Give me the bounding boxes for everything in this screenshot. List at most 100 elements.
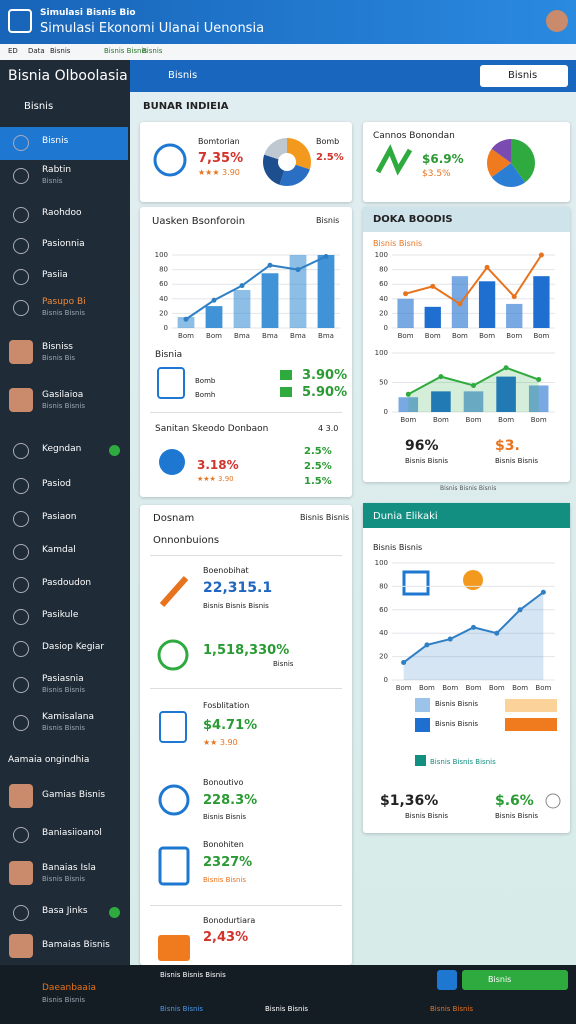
nav-item[interactable]: Pasionnia: [42, 239, 85, 249]
x-tick-label: Bom: [396, 684, 412, 692]
label: Bomtorian: [198, 137, 240, 146]
label: Bisnis: [50, 47, 71, 55]
bottom-icon[interactable]: [437, 970, 457, 990]
nav-item[interactable]: Pasupo Bi: [42, 297, 86, 307]
nav-item[interactable]: Kamdal: [42, 545, 76, 555]
label: $6.9%: [422, 152, 464, 166]
y-tick-label: 100: [155, 251, 168, 259]
x-tick-label: Bom: [433, 416, 449, 424]
divider: [150, 688, 342, 689]
label: Bisnis Bisnis: [435, 700, 479, 708]
nav-item: Daeanbaaia: [42, 983, 96, 993]
nav-item[interactable]: Pasiia: [42, 270, 68, 280]
label: Bisnia: [155, 350, 183, 360]
label: Bomb: [195, 377, 216, 385]
label: Bisnis Bisnis Bisnis: [160, 971, 226, 979]
y-tick-label: 100: [375, 349, 388, 357]
app-logo: [8, 9, 32, 33]
label: $1,36%: [380, 793, 439, 809]
nav-item[interactable]: Basa Jinks: [42, 906, 88, 916]
point: [511, 294, 517, 300]
label: Bisnis: [168, 70, 198, 81]
label: Simulasi Bisnis Bio: [40, 8, 136, 18]
nav-icon: [13, 511, 29, 527]
bar: [261, 273, 279, 328]
bar: [398, 397, 419, 412]
label: Bisnis Bisnis: [405, 812, 449, 820]
nav-item[interactable]: Dasiop Kegiar: [42, 642, 105, 652]
bar: [205, 306, 223, 328]
nav-item[interactable]: Gasilaioa: [42, 390, 84, 400]
label: Bonohiten: [203, 840, 244, 849]
bar: [463, 391, 484, 412]
label: 4 3.0: [318, 424, 339, 433]
label: Bisnis Bisnis: [495, 457, 539, 465]
chart: 0 20 40 60 80 100 Bom Bom Bma Bma Bma Bma: [155, 251, 340, 340]
nav-icon: [13, 168, 29, 184]
y-tick-label: 40: [379, 629, 388, 637]
y-tick-label: 80: [379, 582, 388, 590]
x-tick-label: Bom: [489, 684, 505, 692]
label: Uasken Bsonforoin: [152, 216, 246, 227]
y-tick-label: 0: [384, 676, 388, 684]
label: ★★★ 3.90: [197, 475, 234, 483]
nav-item[interactable]: Raohdoo: [42, 208, 82, 218]
x-tick-label: Bom: [398, 332, 414, 340]
x-tick-label: Bom: [498, 416, 514, 424]
x-tick-label: Bom: [479, 332, 495, 340]
point: [484, 264, 490, 270]
chart: 0 50 100 Bom Bom Bom Bom Bom: [375, 349, 555, 424]
label: Bisnis Bisnis: [160, 1005, 204, 1013]
nav-item[interactable]: Kamisalana: [42, 712, 94, 722]
avatar[interactable]: [546, 10, 568, 32]
nav-item[interactable]: Kegndan: [42, 444, 82, 454]
nav-item[interactable]: Pasiaon: [42, 512, 77, 522]
pie-slice: [491, 139, 511, 163]
nav-item[interactable]: Rabtin: [42, 165, 72, 175]
label: 96%: [405, 438, 439, 454]
nav-item[interactable]: Bisniss: [42, 342, 73, 352]
x-tick-label: Bom: [442, 684, 458, 692]
label: Bisnis Bisnis: [495, 812, 539, 820]
label: 2,43%: [203, 930, 249, 945]
topbar-button[interactable]: [480, 65, 568, 87]
nav-sub: Bisnis: [42, 177, 63, 185]
x-tick-label: Bom: [206, 332, 222, 340]
x-tick-label: Bom: [533, 332, 549, 340]
divider: [150, 555, 342, 556]
nav-item[interactable]: Pasiasnia: [42, 674, 84, 684]
y-tick-label: 20: [379, 309, 388, 317]
label: BUNAR INDIEIA: [143, 101, 229, 112]
nav-item[interactable]: Pasikule: [42, 610, 79, 620]
line: [405, 254, 543, 306]
bar: [506, 303, 523, 328]
nav-icon: [13, 478, 29, 494]
nav-item[interactable]: Bisnis: [42, 136, 69, 146]
label: 1.5%: [304, 476, 332, 487]
label: Onnonbuions: [153, 535, 220, 546]
x-tick-label: Bma: [290, 332, 306, 340]
nav-item[interactable]: Baniasiioanol: [42, 828, 102, 838]
nav-icon: [13, 443, 29, 459]
nav-item[interactable]: Pasiod: [42, 479, 71, 489]
nav-item[interactable]: Pasdoudon: [42, 578, 92, 588]
y-tick-label: 60: [379, 606, 388, 614]
bar: [478, 281, 496, 328]
nav-item[interactable]: Gamias Bisnis: [42, 790, 106, 800]
bar: [424, 306, 441, 328]
point: [538, 252, 544, 258]
y-tick-label: 0: [384, 408, 388, 416]
bar: [533, 276, 550, 328]
label: Bisnis Bisnis: [373, 239, 423, 248]
point: [457, 301, 463, 307]
chart: 0 20 40 60 80 100 Bom Bom Bom Bom Bom Bom: [375, 251, 555, 340]
bottom-button[interactable]: [462, 970, 568, 990]
label: $3.: [495, 438, 520, 454]
point: [267, 262, 273, 268]
pie: [487, 139, 535, 187]
label: Sanitan Skeodo Donbaon: [155, 424, 269, 434]
label: 2.5%: [304, 446, 332, 457]
nav-sub: Bisnis Bisnis: [42, 996, 86, 1004]
nav-item[interactable]: Banaias Isla: [42, 863, 96, 873]
nav-item[interactable]: Bamaias Bisnis: [42, 940, 110, 950]
